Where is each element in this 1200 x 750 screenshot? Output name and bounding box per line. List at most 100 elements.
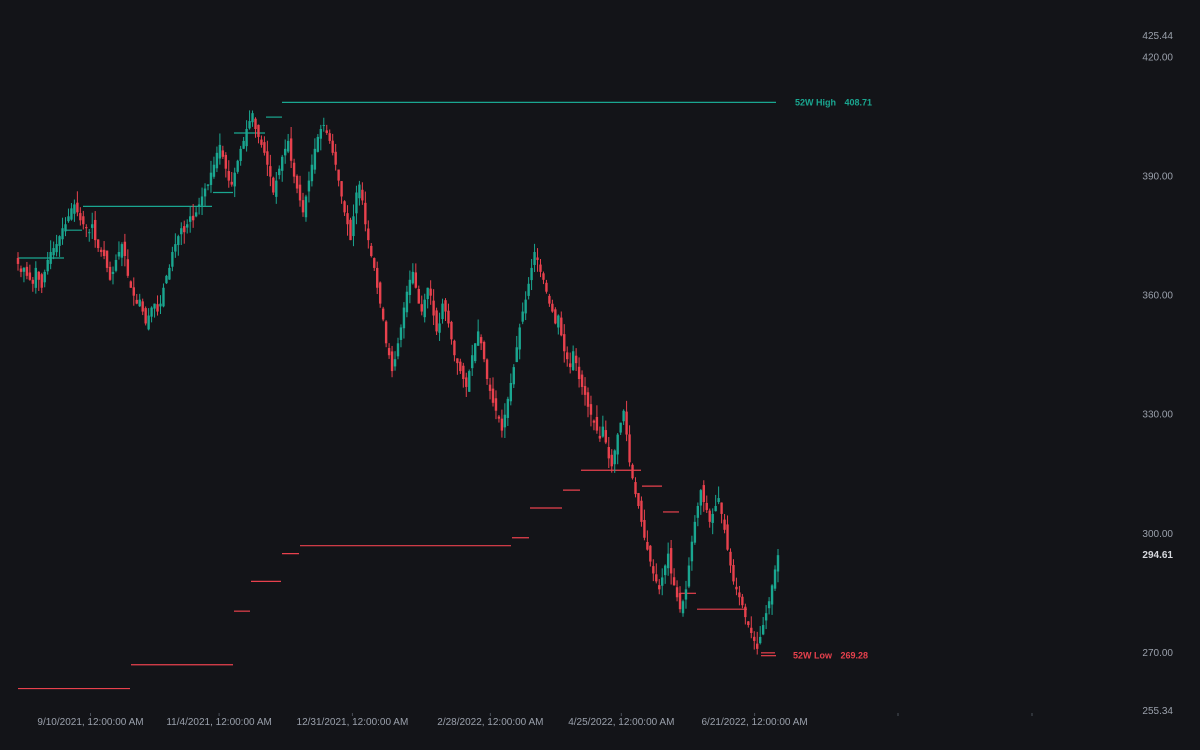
candle-body [361, 189, 364, 201]
candle-body [580, 374, 584, 387]
candle-body [82, 216, 85, 225]
candle-body [114, 259, 118, 271]
candle-body [370, 245, 373, 256]
candle-body [574, 355, 578, 364]
candle-body [459, 361, 462, 372]
candle-body [376, 267, 379, 288]
candle-body [557, 315, 560, 328]
candle-body [515, 347, 518, 363]
candle-body [669, 548, 673, 574]
candle-body [168, 267, 171, 280]
candle-body [156, 304, 159, 312]
candle-body [649, 545, 652, 562]
candle-body [70, 208, 73, 220]
y-tick-label: 425.44 [1142, 31, 1173, 42]
candle-body [349, 219, 352, 241]
candle-body [637, 493, 640, 506]
candle-body [28, 272, 32, 280]
candle-body [663, 565, 667, 576]
candle-body [744, 606, 747, 618]
candle-body [310, 164, 314, 182]
candle-body [183, 226, 186, 233]
candle-body [429, 288, 432, 296]
candle-body [491, 388, 495, 403]
candle-body [298, 184, 302, 201]
candle-body [705, 502, 708, 510]
candle-body [494, 398, 498, 411]
candle-body [601, 426, 605, 437]
candle-body [696, 506, 700, 518]
candle-body [666, 553, 670, 569]
candle-body [661, 577, 664, 586]
candle-body [171, 252, 174, 267]
candle-body [426, 287, 429, 300]
candle-body [102, 249, 106, 256]
candle-body [292, 162, 296, 177]
candle-body [43, 271, 46, 283]
candle-body [49, 252, 52, 264]
candle-body [37, 271, 40, 280]
candle-body [328, 133, 331, 141]
candle-body [93, 219, 97, 241]
candle-body [334, 151, 337, 165]
candle-body [251, 113, 254, 123]
candle-body [503, 414, 507, 428]
candle-body [64, 224, 67, 232]
candle-body [720, 502, 723, 514]
candle-body [111, 271, 115, 274]
x-tick-label: 9/10/2021, 12:00:00 AM [37, 717, 143, 728]
candle-body [52, 248, 55, 256]
candle-body [212, 164, 216, 177]
candle-body [518, 327, 521, 350]
candle-body [699, 490, 703, 506]
candle-body [91, 224, 94, 228]
candle-body [16, 257, 20, 264]
candle-body [462, 365, 465, 380]
candle-body [135, 299, 138, 304]
candle-body [22, 267, 26, 272]
candle-body [512, 367, 515, 385]
candle-body [465, 377, 468, 387]
candle-body [221, 150, 225, 157]
candle-body [634, 482, 637, 495]
candle-body [438, 323, 441, 333]
candle-body [414, 272, 418, 288]
candle-body [417, 288, 420, 304]
candle-body [191, 215, 195, 221]
candle-body [180, 228, 183, 235]
candle-body [378, 282, 382, 304]
candle-body [209, 172, 213, 185]
y-axis: 425.44 420.00 390.00 360.00 330.00 300.00 270.… [1142, 31, 1173, 717]
candle-body [563, 334, 566, 352]
candle-body [435, 310, 438, 332]
candle-body [278, 168, 281, 176]
x-tick-label: 2/28/2022, 12:00:00 AM [437, 717, 543, 728]
candle-body [628, 434, 631, 463]
candle-body [215, 152, 219, 169]
candle-body [227, 171, 230, 181]
candle-body [497, 416, 501, 419]
candle-body [604, 430, 608, 443]
y-tick-label: 255.34 [1142, 706, 1173, 717]
candle-body [568, 363, 572, 368]
candle-body [607, 447, 610, 459]
candle-body [631, 464, 634, 479]
candle-body [405, 291, 409, 313]
candle-body [432, 300, 435, 316]
y-tick-label: 420.00 [1142, 53, 1173, 64]
candle-body [352, 216, 355, 237]
candle-body [447, 310, 450, 324]
candle-body [702, 485, 705, 503]
candle-body [358, 184, 361, 199]
candle-body [521, 311, 524, 322]
candle-body [346, 213, 349, 225]
candle-body [266, 151, 269, 165]
x-axis: 9/10/2021, 12:00:00 AM 11/4/2021, 12:00:0… [37, 713, 1033, 728]
candle-body [672, 577, 676, 586]
52w-low-value: 269.28 [841, 651, 869, 661]
52w-high-value: 408.71 [845, 97, 873, 107]
candle-body [506, 398, 510, 418]
candle-body [188, 216, 192, 222]
candle-body [186, 224, 189, 228]
candle-body [203, 188, 207, 197]
